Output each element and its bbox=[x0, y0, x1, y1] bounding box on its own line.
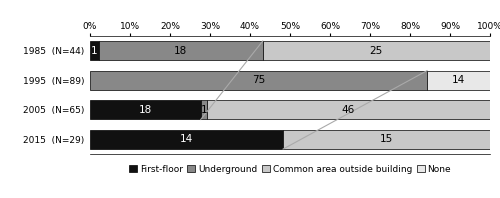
Text: 14: 14 bbox=[180, 134, 193, 144]
Text: 1: 1 bbox=[200, 105, 207, 115]
Text: 14: 14 bbox=[452, 75, 465, 85]
Text: 46: 46 bbox=[342, 105, 355, 115]
Bar bbox=[207, 100, 490, 119]
Bar bbox=[90, 100, 201, 119]
Text: 1: 1 bbox=[91, 46, 98, 56]
Text: 15: 15 bbox=[380, 134, 393, 144]
Bar bbox=[90, 130, 283, 149]
Legend: First-floor, Underground, Common area outside building, None: First-floor, Underground, Common area ou… bbox=[129, 165, 451, 174]
Bar bbox=[90, 41, 99, 60]
Bar bbox=[99, 41, 262, 60]
Bar bbox=[262, 41, 490, 60]
Bar bbox=[427, 71, 490, 90]
Bar bbox=[90, 71, 427, 90]
Text: 25: 25 bbox=[370, 46, 383, 56]
Text: 18: 18 bbox=[174, 46, 188, 56]
Text: 75: 75 bbox=[252, 75, 265, 85]
Bar bbox=[283, 130, 490, 149]
Bar bbox=[201, 100, 207, 119]
Text: 18: 18 bbox=[139, 105, 152, 115]
